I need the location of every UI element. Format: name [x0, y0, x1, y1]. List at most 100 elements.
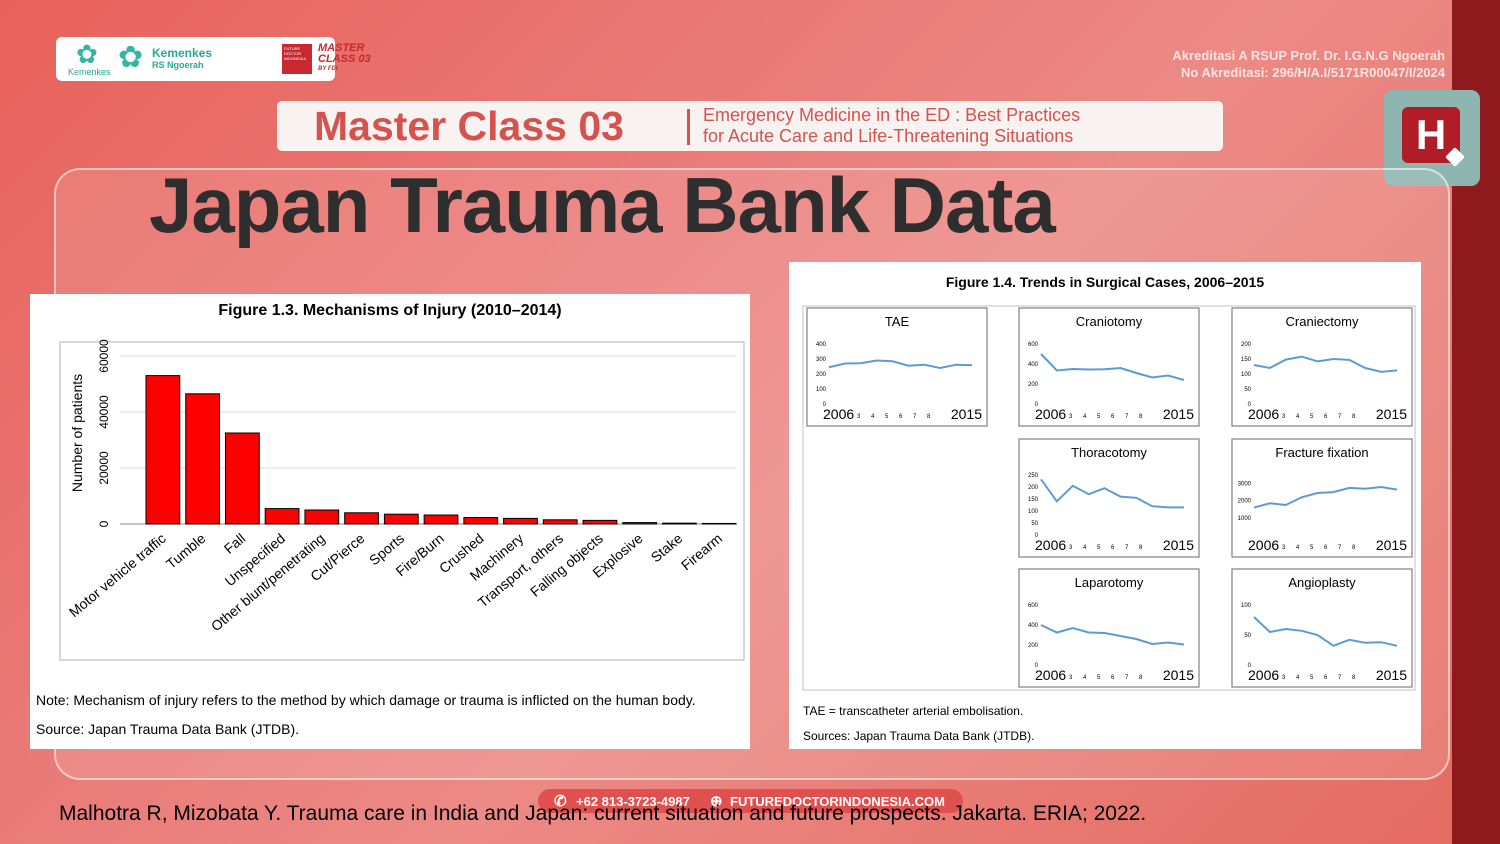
bar — [224, 432, 260, 525]
y-tick-label: 60000 — [97, 339, 111, 373]
bar — [662, 522, 697, 525]
panel-y-tick: 50 — [1031, 521, 1038, 527]
panel-x-tick: 7 — [913, 414, 917, 420]
panel-y-tick: 100 — [1241, 603, 1252, 609]
panel-x-start: 2006 — [823, 406, 854, 422]
figure-surgical-trends: Figure 1.4. Trends in Surgical Cases, 20… — [789, 262, 1421, 749]
contact-bar: ✆ +62 813-3723-4987 ⊕ FUTUREDOCTORINDONE… — [538, 789, 963, 813]
panel-x-tick: 6 — [899, 414, 903, 420]
panel-x-tick: 6 — [1111, 545, 1115, 551]
panel-x-tick: 7 — [1338, 414, 1342, 420]
panel-x-tick: 3 — [1069, 414, 1073, 420]
panel-title: TAE — [885, 314, 910, 329]
panel-x-tick: 8 — [927, 414, 931, 420]
bar-chart: 0 20000 40000 60000 Number of patients Motor … — [59, 339, 745, 661]
panel-x-tick: 3 — [1069, 675, 1073, 681]
panel-x-tick: 3 — [1282, 545, 1286, 551]
panel-x-tick: 4 — [1083, 675, 1087, 681]
master-class-banner: Master Class 03 Emergency Medicine in th… — [277, 101, 1223, 151]
panel-x-start: 2006 — [1248, 667, 1279, 683]
whatsapp-icon: ✆ — [554, 793, 567, 810]
panel-y-tick: 150 — [1028, 497, 1039, 503]
figure-right-note: TAE = transcatheter arterial embolisatio… — [803, 704, 1024, 718]
panel-y-tick: 100 — [1028, 509, 1039, 515]
panel-y-tick: 0 — [1035, 663, 1039, 669]
figure-mechanisms-of-injury: Figure 1.3. Mechanisms of Injury (2010–2… — [30, 294, 750, 749]
series-line — [1253, 616, 1398, 647]
panel-x-tick: 6 — [1111, 414, 1115, 420]
series-line — [1040, 353, 1185, 381]
panel-x-tick: 6 — [1324, 675, 1328, 681]
panel-title: Fracture fixation — [1275, 445, 1368, 460]
panel-x-tick: 7 — [1338, 675, 1342, 681]
series-line — [1040, 624, 1185, 646]
figure-left-note: Note: Mechanism of injury refers to the … — [36, 692, 696, 708]
bar — [463, 517, 499, 525]
bar — [145, 375, 181, 525]
panel-y-tick: 200 — [1028, 485, 1039, 491]
panel-y-tick: 200 — [1028, 643, 1039, 649]
bar — [582, 519, 618, 525]
panel-x-end: 2015 — [1163, 406, 1194, 422]
panel-y-tick: 0 — [1035, 402, 1039, 408]
panel-x-tick: 4 — [871, 414, 875, 420]
panel-x-end: 2015 — [1163, 667, 1194, 683]
banner-subtitle-line1: Emergency Medicine in the ED : Best Prac… — [703, 105, 1081, 125]
panel-y-tick: 0 — [1248, 402, 1252, 408]
panel-x-start: 2006 — [1035, 406, 1066, 422]
banner-divider — [687, 109, 690, 145]
panel-x-start: 2006 — [1248, 537, 1279, 553]
panel-x-tick: 8 — [1352, 545, 1356, 551]
chart-frame — [802, 305, 1416, 691]
panel-y-tick: 600 — [1028, 342, 1039, 348]
panel-x-tick: 3 — [1069, 545, 1073, 551]
panel-x-tick: 5 — [1310, 414, 1314, 420]
mc-logo-line3: BY FDI — [318, 66, 338, 72]
accreditation-info: Akreditasi A RSUP Prof. Dr. I.G.N.G Ngoe… — [1172, 47, 1445, 81]
banner-subtitle-line2: for Acute Care and Life-Threatening Situ… — [703, 126, 1074, 146]
panel-x-tick: 8 — [1139, 414, 1143, 420]
panel-y-tick: 0 — [1035, 533, 1039, 539]
panel-x-tick: 4 — [1083, 414, 1087, 420]
panel-y-tick: 400 — [816, 342, 827, 348]
y-tick-label: 20000 — [97, 451, 111, 485]
panel-title: Laparotomy — [1075, 575, 1144, 590]
panel-x-tick: 7 — [1125, 545, 1129, 551]
panel-x-start: 2006 — [1248, 406, 1279, 422]
website-link[interactable]: FUTUREDOCTORINDONESIA.COM — [730, 794, 945, 809]
panel-x-tick: 8 — [1352, 675, 1356, 681]
series-line — [828, 359, 973, 370]
x-tick-label: Firearm — [678, 530, 725, 573]
panel-x-tick: 3 — [1282, 414, 1286, 420]
panel-x-tick: 5 — [1310, 675, 1314, 681]
bar — [423, 514, 459, 525]
panel-y-tick: 600 — [1028, 603, 1039, 609]
panel-x-tick: 5 — [1097, 545, 1101, 551]
bar — [185, 393, 221, 525]
panel-x-tick: 6 — [1111, 675, 1115, 681]
panel-y-tick: 100 — [1241, 372, 1252, 378]
panel-x-end: 2015 — [1376, 667, 1407, 683]
panel-frame — [806, 307, 988, 427]
panel-frame — [1231, 568, 1413, 688]
panel-title: Angioplasty — [1288, 575, 1356, 590]
series-line — [1253, 485, 1398, 509]
panel-x-tick: 6 — [1324, 414, 1328, 420]
panel-frame — [1018, 438, 1200, 558]
panel-x-tick: 4 — [1296, 545, 1300, 551]
y-tick-label: 40000 — [97, 395, 111, 429]
figure-left-source: Source: Japan Trauma Data Bank (JTDB). — [36, 721, 299, 737]
x-tick-label: Motor vehicle traffic — [66, 530, 169, 620]
panel-y-tick: 200 — [1241, 342, 1252, 348]
panel-y-tick: 0 — [823, 402, 827, 408]
panel-x-tick: 7 — [1125, 414, 1129, 420]
panel-frame — [1018, 307, 1200, 427]
panel-x-start: 2006 — [1035, 537, 1066, 553]
panel-y-tick: 0 — [1248, 663, 1252, 669]
x-tick-label: Tumble — [163, 530, 209, 572]
citation: Malhotra R, Mizobata Y. Trauma care in I… — [59, 802, 1147, 825]
fdi-logo: FUTURE DOCTOR INDONESIA — [282, 44, 312, 74]
panel-y-tick: 200 — [816, 372, 827, 378]
panel-frame — [1231, 438, 1413, 558]
